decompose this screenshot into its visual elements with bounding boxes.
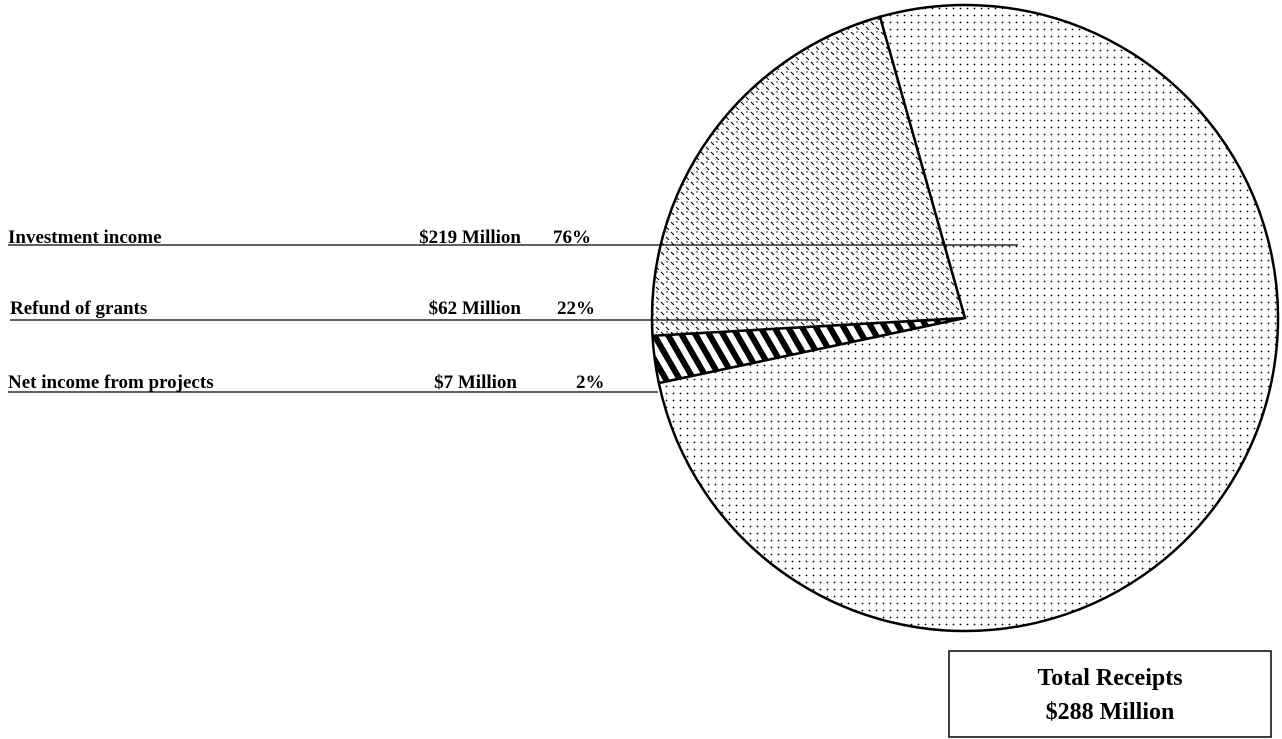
- legend-row-net-income-from-projects: Net income from projects $7 Million 2%: [8, 372, 605, 393]
- legend-row-refund-of-grants: Refund of grants $62 Million 22%: [10, 298, 595, 319]
- slice-amount: $62 Million: [429, 298, 522, 319]
- slice-amount: $7 Million: [434, 372, 517, 393]
- legend-row-investment-income: Investment income $219 Million 76%: [8, 227, 591, 248]
- leader-lines: [8, 244, 1018, 393]
- slice-percent: 2%: [576, 372, 605, 393]
- slice-investment-income: [657, 3, 1280, 633]
- pie-slices: [650, 3, 1280, 633]
- slice-label: Refund of grants: [10, 298, 147, 319]
- slice-amount: $219 Million: [419, 227, 521, 248]
- slice-label: Investment income: [8, 227, 162, 248]
- slice-label: Net income from projects: [8, 372, 214, 393]
- total-receipts-box: Total Receipts $288 Million: [948, 650, 1272, 738]
- slice-percent: 76%: [553, 227, 591, 248]
- total-amount: $288 Million: [1046, 699, 1175, 725]
- slice-refund-of-grants: [650, 15, 967, 338]
- total-label: Total Receipts: [1037, 665, 1182, 691]
- slice-percent: 22%: [557, 298, 595, 319]
